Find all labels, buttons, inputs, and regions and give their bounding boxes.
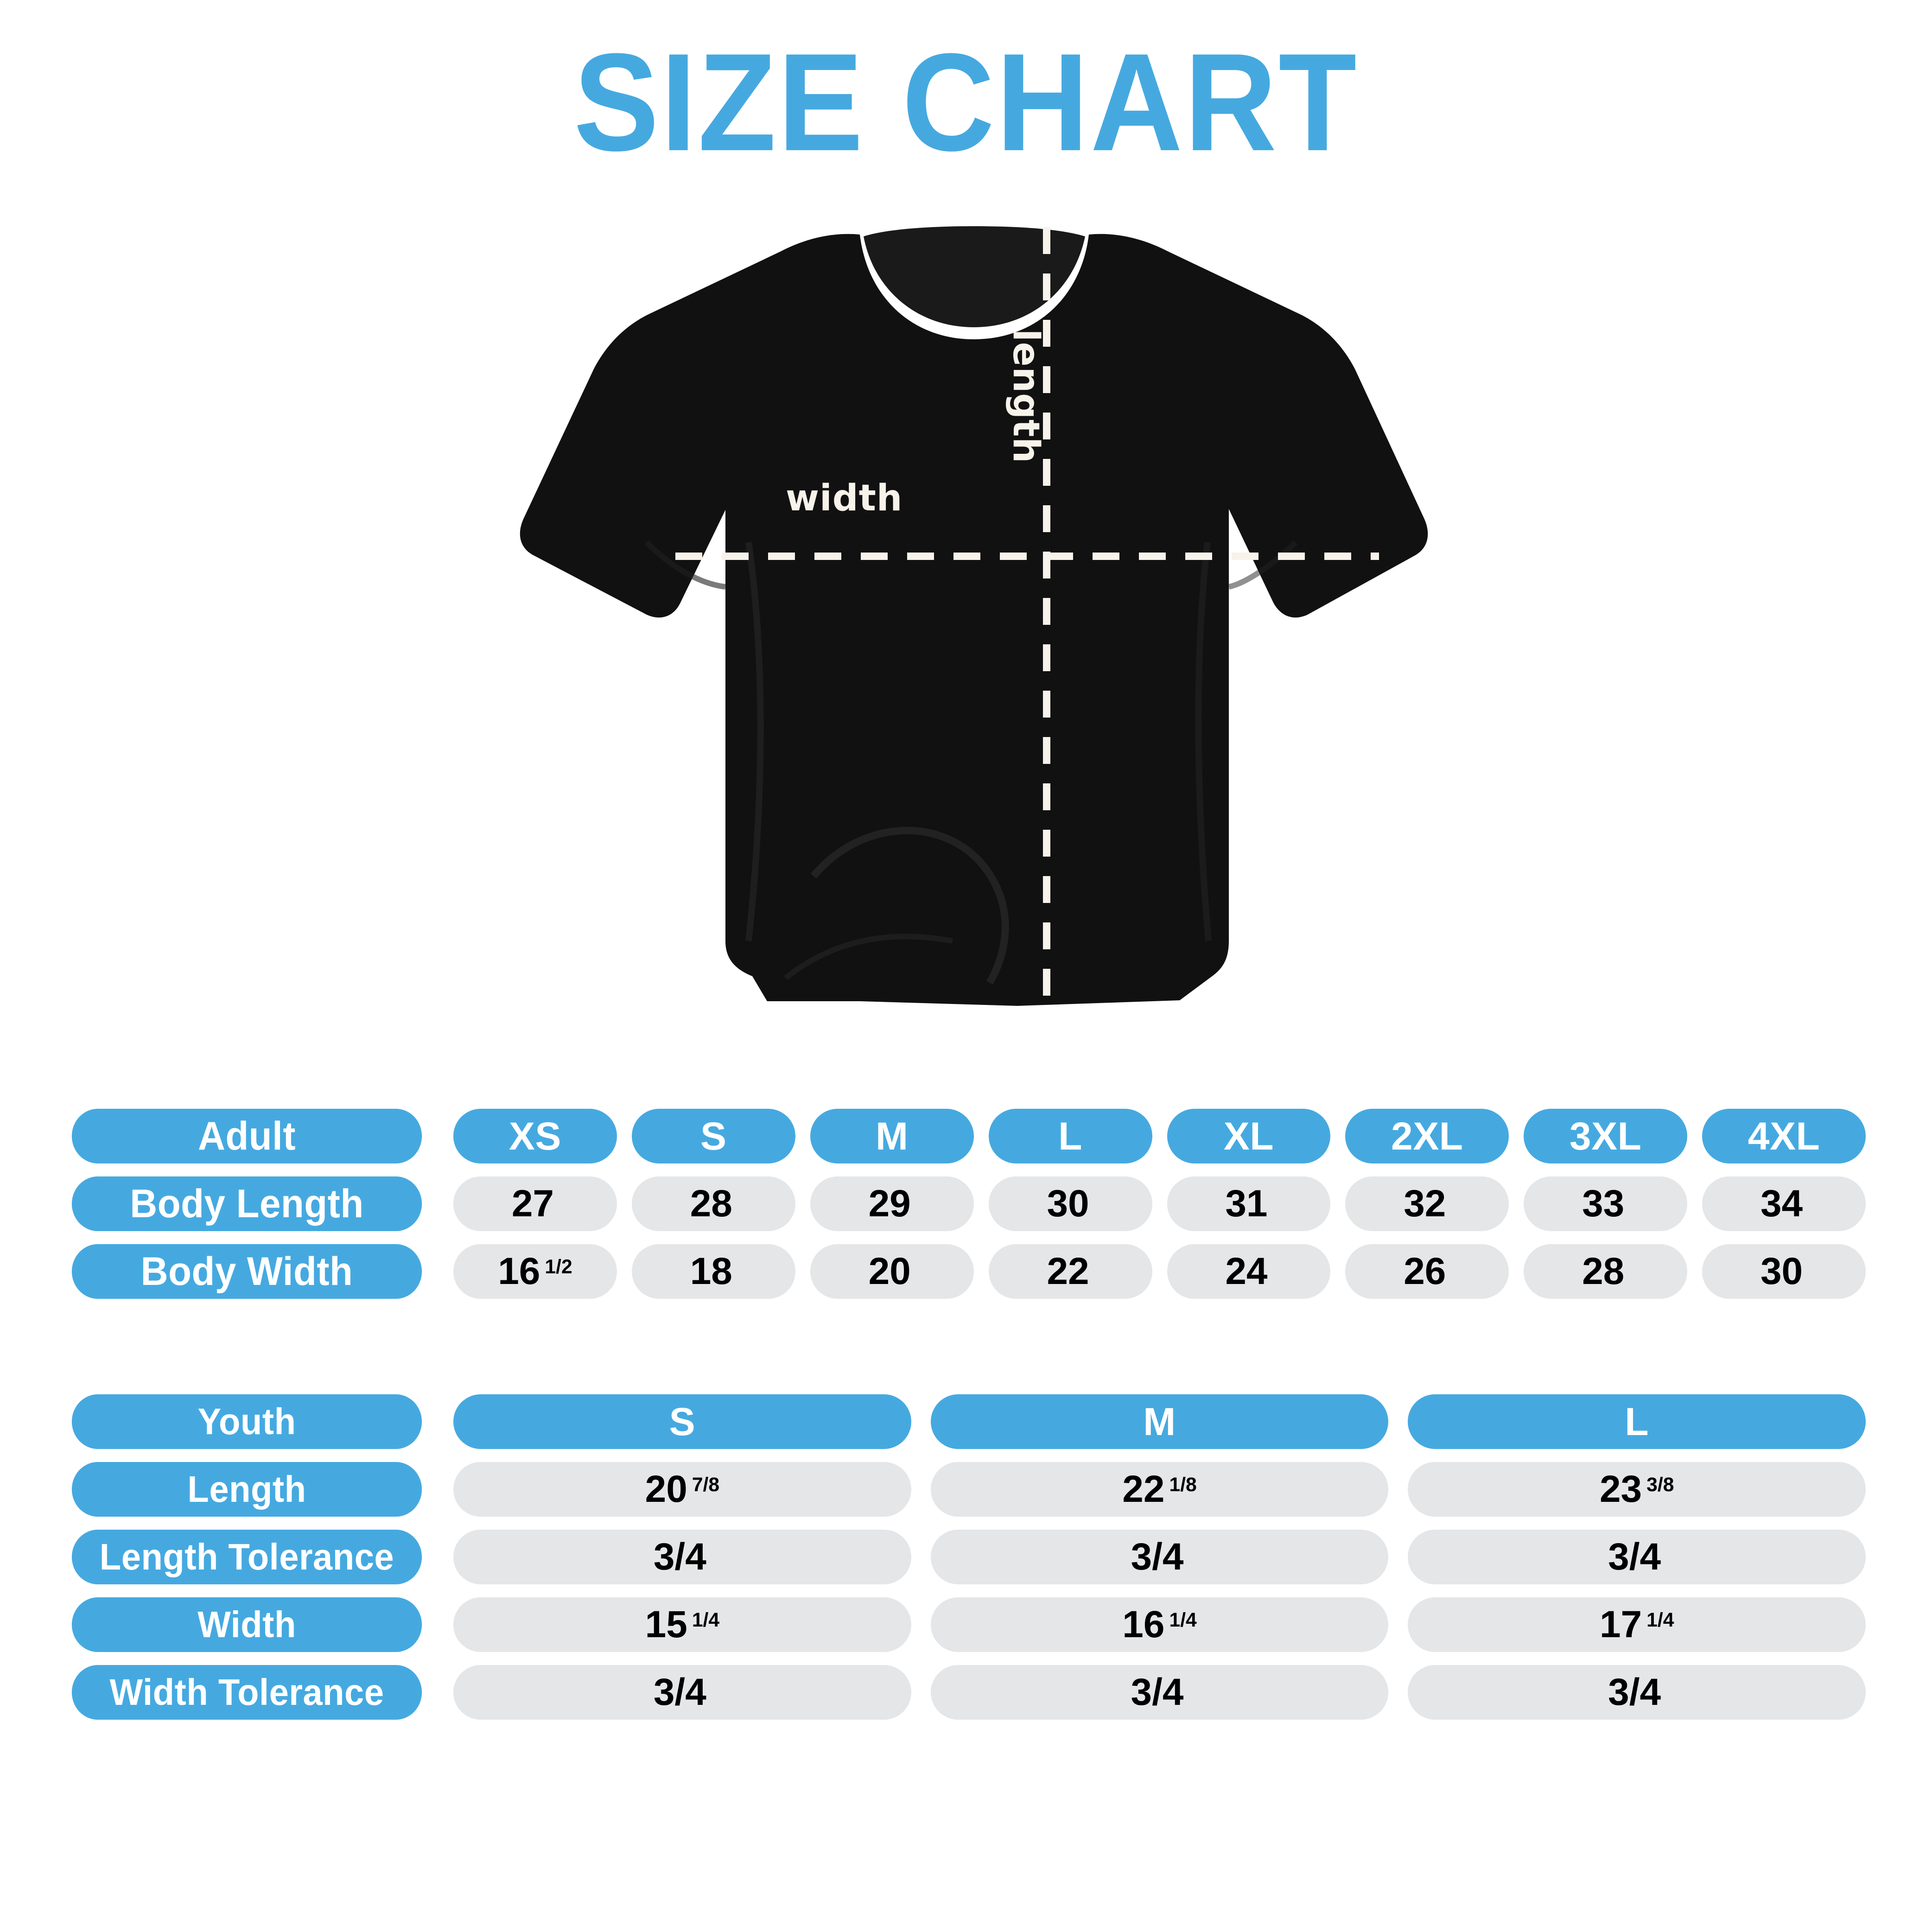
adult-body-length-xs: 27 — [453, 1176, 617, 1231]
youth-length-tolerance-m: 3/4 — [930, 1530, 1389, 1584]
value-whole: 16 — [498, 1250, 540, 1292]
value-whole: 22 — [1122, 1468, 1165, 1510]
youth-col-header-s: S — [453, 1394, 911, 1449]
adult-body-width-s: 18 — [631, 1244, 795, 1299]
adult-col-header-xs: XS — [453, 1109, 617, 1163]
value-whole: 20 — [645, 1468, 687, 1510]
youth-width-tolerance-m: 3/4 — [930, 1665, 1389, 1720]
value-fraction: 1/8 — [1169, 1474, 1197, 1496]
adult-size-table: Adult XS S M L XL 2XL 3XL 4XL Body Lengt… — [63, 1109, 1866, 1299]
adult-col-header-s: S — [631, 1109, 795, 1163]
youth-size-table: Youth S M L Length 20 7/8 22 1/8 23 3/8 Len… — [63, 1394, 1866, 1720]
adult-body-length-xl: 31 — [1167, 1176, 1331, 1231]
adult-body-width-m: 20 — [810, 1244, 974, 1299]
value-whole: 3/4 — [1608, 1536, 1661, 1578]
adult-col-header-l: L — [988, 1109, 1152, 1163]
value-whole: 17 — [1599, 1603, 1642, 1646]
adult-body-length-l: 30 — [988, 1176, 1152, 1231]
value-whole: 32 — [1404, 1182, 1446, 1225]
adult-col-header-xl: XL — [1167, 1109, 1331, 1163]
adult-body-length-s: 28 — [631, 1176, 795, 1231]
tshirt-icon — [520, 226, 1428, 1006]
adult-col-header-m: M — [810, 1109, 974, 1163]
adult-body-length-4xl: 34 — [1702, 1176, 1866, 1231]
adult-row-label-body-width: Body Width — [71, 1244, 422, 1299]
adult-body-length-3xl: 33 — [1524, 1176, 1688, 1231]
value-whole: 3/4 — [1608, 1671, 1661, 1713]
adult-body-width-xl: 24 — [1167, 1244, 1331, 1299]
value-whole: 26 — [1404, 1250, 1446, 1292]
value-whole: 29 — [868, 1182, 911, 1225]
youth-row-label-width: Width — [71, 1597, 422, 1652]
value-whole: 28 — [1582, 1250, 1625, 1292]
value-whole: 30 — [1760, 1250, 1803, 1292]
youth-row-width: Width 15 1/4 16 1/4 17 1/4 — [63, 1597, 1866, 1652]
youth-col-header-l: L — [1408, 1394, 1866, 1449]
adult-col-header-4xl: 4XL — [1702, 1109, 1866, 1163]
youth-header-row: Youth S M L — [63, 1394, 1866, 1449]
adult-table-title: Adult — [71, 1109, 422, 1163]
value-whole: 20 — [868, 1250, 911, 1292]
adult-col-header-2xl: 2XL — [1345, 1109, 1509, 1163]
youth-width-m: 16 1/4 — [930, 1597, 1389, 1652]
value-whole: 3/4 — [653, 1671, 706, 1713]
youth-length-tolerance-s: 3/4 — [453, 1530, 911, 1584]
youth-width-tolerance-l: 3/4 — [1408, 1665, 1866, 1720]
adult-body-width-2xl: 26 — [1345, 1244, 1509, 1299]
tshirt-illustration: width length — [508, 218, 1430, 1071]
value-whole: 23 — [1599, 1468, 1642, 1510]
youth-length-l: 23 3/8 — [1408, 1462, 1866, 1517]
youth-length-m: 22 1/8 — [930, 1462, 1389, 1517]
youth-col-header-m: M — [930, 1394, 1389, 1449]
adult-body-width-3xl: 28 — [1524, 1244, 1688, 1299]
youth-row-width-tolerance: Width Tolerance 3/4 3/4 3/4 — [63, 1665, 1866, 1720]
youth-length-tolerance-l: 3/4 — [1408, 1530, 1866, 1584]
youth-table-title: Youth — [71, 1394, 422, 1449]
value-fraction: 1/4 — [1169, 1609, 1197, 1632]
adult-body-length-2xl: 32 — [1345, 1176, 1509, 1231]
youth-width-s: 15 1/4 — [453, 1597, 911, 1652]
value-fraction: 7/8 — [692, 1474, 720, 1496]
adult-body-width-xs: 16 1/2 — [453, 1244, 617, 1299]
value-whole: 24 — [1225, 1250, 1268, 1292]
value-whole: 31 — [1225, 1182, 1268, 1225]
adult-body-width-4xl: 30 — [1702, 1244, 1866, 1299]
value-whole: 18 — [690, 1250, 732, 1292]
value-whole: 30 — [1047, 1182, 1089, 1225]
value-whole: 34 — [1760, 1182, 1803, 1225]
value-fraction: 1/2 — [545, 1256, 572, 1278]
youth-row-length: Length 20 7/8 22 1/8 23 3/8 — [63, 1462, 1866, 1517]
youth-length-s: 20 7/8 — [453, 1462, 911, 1517]
youth-width-l: 17 1/4 — [1408, 1597, 1866, 1652]
value-whole: 3/4 — [653, 1536, 706, 1578]
value-whole: 22 — [1047, 1250, 1089, 1292]
page-title: SIZE CHART — [573, 24, 1359, 180]
value-whole: 27 — [511, 1182, 554, 1225]
adult-header-row: Adult XS S M L XL 2XL 3XL 4XL — [63, 1109, 1866, 1163]
value-fraction: 3/8 — [1646, 1474, 1674, 1496]
adult-row-body-length: Body Length 27 28 29 30 31 32 33 — [63, 1176, 1866, 1231]
value-fraction: 1/4 — [692, 1609, 720, 1632]
youth-width-tolerance-s: 3/4 — [453, 1665, 911, 1720]
youth-row-label-length: Length — [71, 1462, 422, 1517]
value-whole: 28 — [690, 1182, 732, 1225]
value-whole: 16 — [1122, 1603, 1165, 1646]
value-fraction: 1/4 — [1646, 1609, 1674, 1632]
adult-row-label-body-length: Body Length — [71, 1176, 422, 1231]
value-whole: 3/4 — [1131, 1536, 1184, 1578]
youth-row-label-length-tolerance: Length Tolerance — [71, 1530, 422, 1584]
youth-row-label-width-tolerance: Width Tolerance — [71, 1665, 422, 1720]
adult-col-header-3xl: 3XL — [1524, 1109, 1688, 1163]
width-label: width — [786, 477, 903, 519]
value-whole: 3/4 — [1131, 1671, 1184, 1713]
youth-row-length-tolerance: Length Tolerance 3/4 3/4 3/4 — [63, 1530, 1866, 1584]
length-label: length — [1005, 329, 1047, 464]
adult-row-body-width: Body Width 16 1/2 18 20 22 24 26 28 — [63, 1244, 1866, 1299]
value-whole: 33 — [1582, 1182, 1625, 1225]
value-whole: 15 — [645, 1603, 687, 1646]
adult-body-width-l: 22 — [988, 1244, 1152, 1299]
adult-body-length-m: 29 — [810, 1176, 974, 1231]
